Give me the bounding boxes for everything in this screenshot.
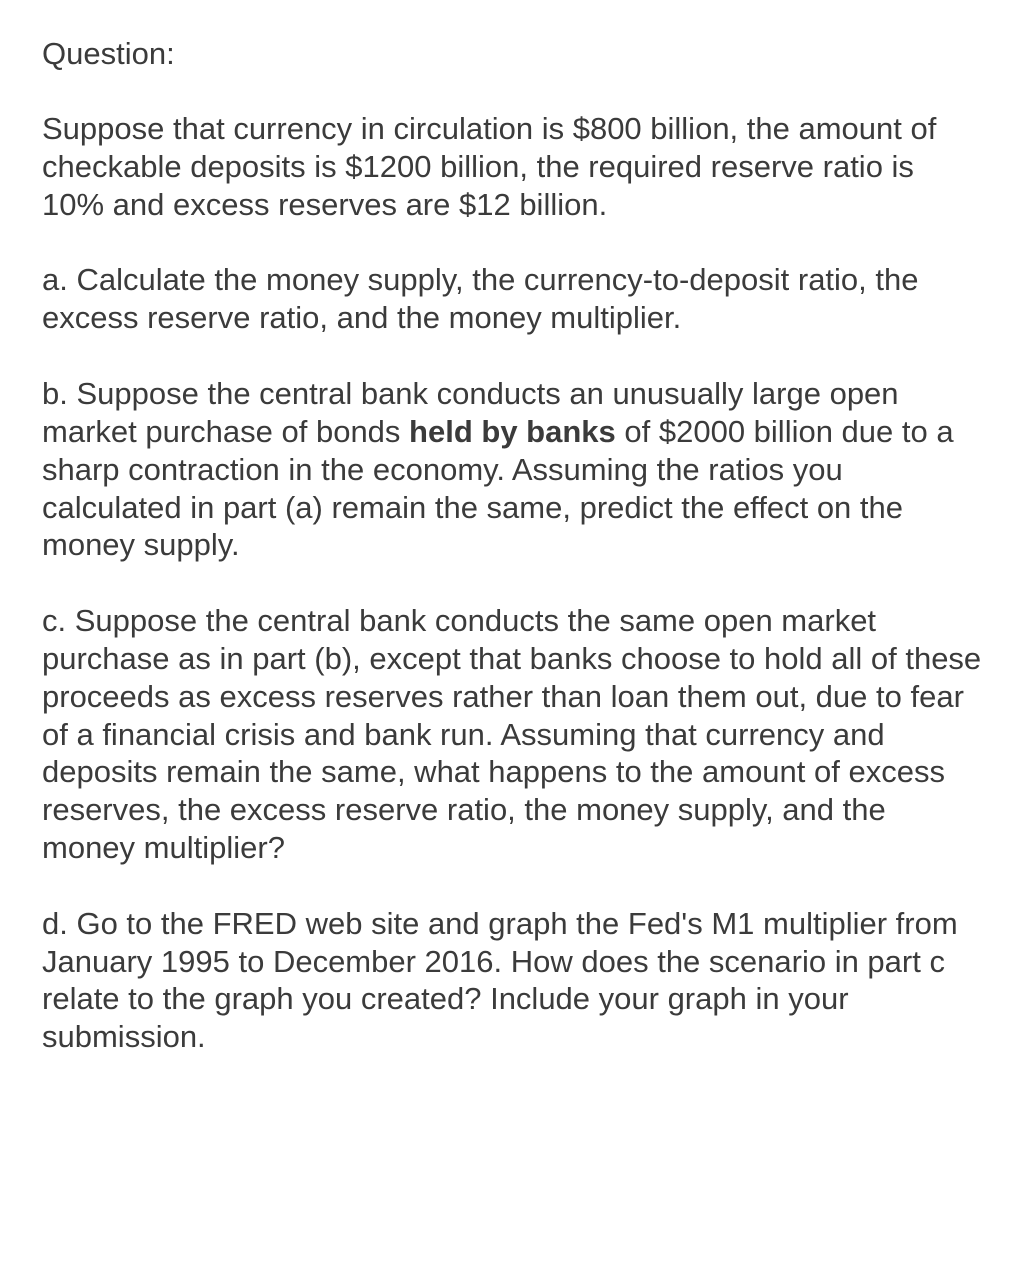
part-b: b. Suppose the central bank conducts an … (42, 375, 982, 564)
part-a: a. Calculate the money supply, the curre… (42, 261, 982, 337)
question-heading: Question: (42, 36, 982, 72)
part-c: c. Suppose the central bank conducts the… (42, 602, 982, 867)
part-d: d. Go to the FRED web site and graph the… (42, 905, 982, 1056)
question-document: Question: Suppose that currency in circu… (0, 0, 1024, 1130)
part-b-bold: held by banks (409, 414, 616, 449)
intro-paragraph: Suppose that currency in circulation is … (42, 110, 982, 223)
